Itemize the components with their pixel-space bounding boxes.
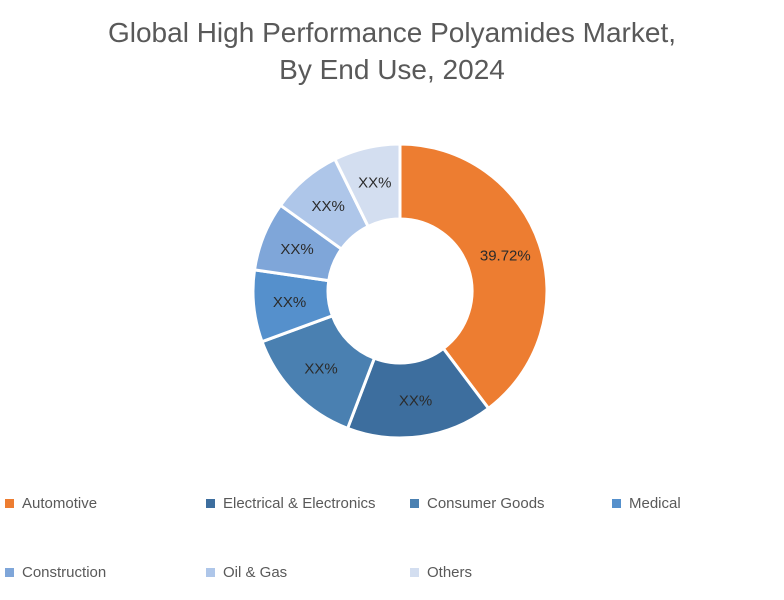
legend-item-automotive: Automotive xyxy=(5,494,206,512)
chart-title-line1: Global High Performance Polyamides Marke… xyxy=(107,17,676,48)
legend-item-electrical-electronics: Electrical & Electronics xyxy=(206,494,410,512)
donut-slice-others xyxy=(332,142,402,229)
legend-label: Medical xyxy=(629,494,681,512)
legend-label: Oil & Gas xyxy=(223,563,288,581)
legend-item-medical: Medical xyxy=(612,494,779,512)
legend-swatch-automotive xyxy=(5,498,14,508)
slice-label: XX% xyxy=(273,294,306,311)
legend-label: Automotive xyxy=(22,494,98,512)
chart-legend: Automotive Electrical & Electronics Cons… xyxy=(5,494,779,581)
chart-title-line2: By End Use, 2024 xyxy=(279,54,505,85)
legend-label: Consumer Goods xyxy=(427,494,545,512)
slice-label: XX% xyxy=(304,361,337,378)
legend-label: Construction xyxy=(22,563,107,581)
legend-item-construction: Construction xyxy=(5,563,206,581)
legend-swatch-electrical-electronics xyxy=(206,498,215,508)
legend-swatch-oil-gas xyxy=(206,567,215,577)
slice-label: 39.72% xyxy=(480,247,531,264)
donut-slice-automotive xyxy=(398,142,549,411)
legend-swatch-consumer-goods xyxy=(410,498,419,508)
legend-item-consumer-goods: Consumer Goods xyxy=(410,494,612,512)
chart-title: Global High Performance Polyamides Marke… xyxy=(0,14,784,88)
slice-label: XX% xyxy=(280,241,313,258)
slice-label: XX% xyxy=(312,198,345,215)
legend-swatch-construction xyxy=(5,567,14,577)
legend-label: Electrical & Electronics xyxy=(223,494,376,512)
legend-swatch-others xyxy=(410,567,419,577)
slice-label: XX% xyxy=(399,392,432,409)
legend-swatch-medical xyxy=(612,498,621,508)
legend-label: Others xyxy=(427,563,473,581)
slice-label: XX% xyxy=(358,174,391,191)
legend-item-oil-gas: Oil & Gas xyxy=(206,563,410,581)
legend-item-others: Others xyxy=(410,563,612,581)
